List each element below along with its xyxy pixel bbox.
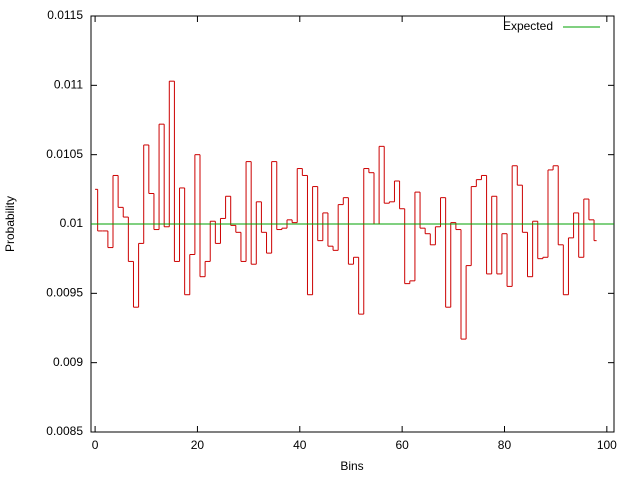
x-tick-label: 40 xyxy=(293,438,307,452)
x-tick-label: 80 xyxy=(498,438,512,452)
x-tick-label: 60 xyxy=(395,438,409,452)
legend-label: Expected xyxy=(503,19,553,33)
y-tick-label: 0.009 xyxy=(53,355,83,369)
y-axis-label: Probability xyxy=(3,196,17,252)
x-tick-label: 20 xyxy=(191,438,205,452)
y-tick-label: 0.0115 xyxy=(47,8,83,22)
x-axis-label: Bins xyxy=(340,459,363,473)
x-tick-label: 100 xyxy=(597,438,617,452)
y-tick-label: 0.0085 xyxy=(46,424,83,438)
y-tick-label: 0.0105 xyxy=(46,147,83,161)
y-tick-label: 0.011 xyxy=(54,78,83,92)
y-tick-label: 0.0095 xyxy=(46,286,83,300)
x-tick-label: 0 xyxy=(92,438,99,452)
y-tick-label: 0.01 xyxy=(60,216,84,230)
